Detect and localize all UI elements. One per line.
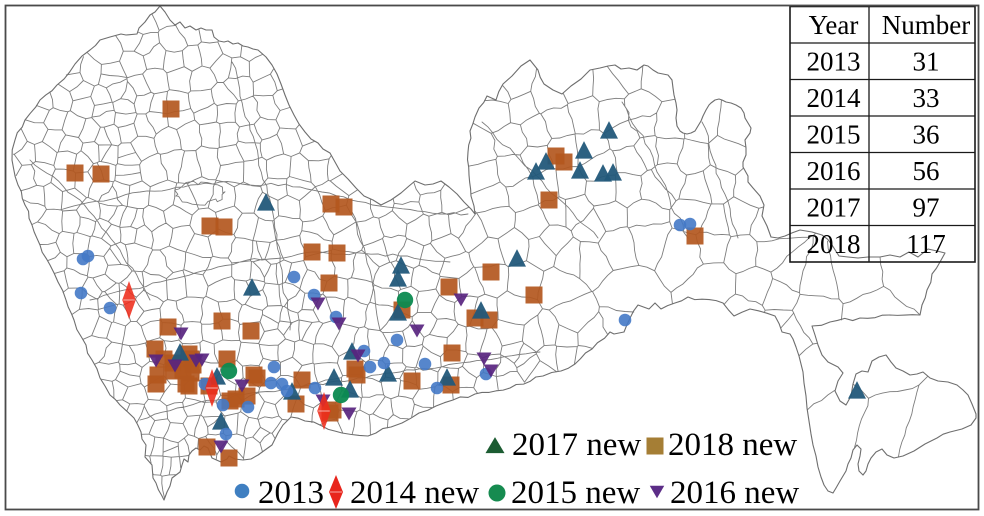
- svg-text:2013: 2013: [807, 46, 861, 76]
- svg-text:56: 56: [913, 156, 940, 186]
- svg-text:2018: 2018: [807, 229, 861, 259]
- svg-text:31: 31: [913, 46, 940, 76]
- svg-text:2015 new: 2015 new: [511, 475, 640, 511]
- svg-text:2018 new: 2018 new: [668, 427, 797, 463]
- svg-text:117: 117: [906, 229, 946, 259]
- svg-text:2013: 2013: [258, 475, 324, 511]
- svg-text:33: 33: [913, 83, 940, 113]
- svg-text:36: 36: [913, 119, 940, 149]
- svg-text:2017: 2017: [807, 192, 861, 222]
- svg-text:2014: 2014: [807, 83, 862, 113]
- svg-text:2016 new: 2016 new: [670, 475, 799, 511]
- svg-text:2016: 2016: [807, 156, 861, 186]
- svg-text:Number: Number: [882, 10, 970, 40]
- svg-text:2017 new: 2017 new: [512, 427, 641, 463]
- svg-text:97: 97: [913, 192, 940, 222]
- svg-text:2015: 2015: [807, 119, 861, 149]
- svg-text:2014 new: 2014 new: [350, 475, 479, 511]
- svg-text:Year: Year: [809, 10, 859, 40]
